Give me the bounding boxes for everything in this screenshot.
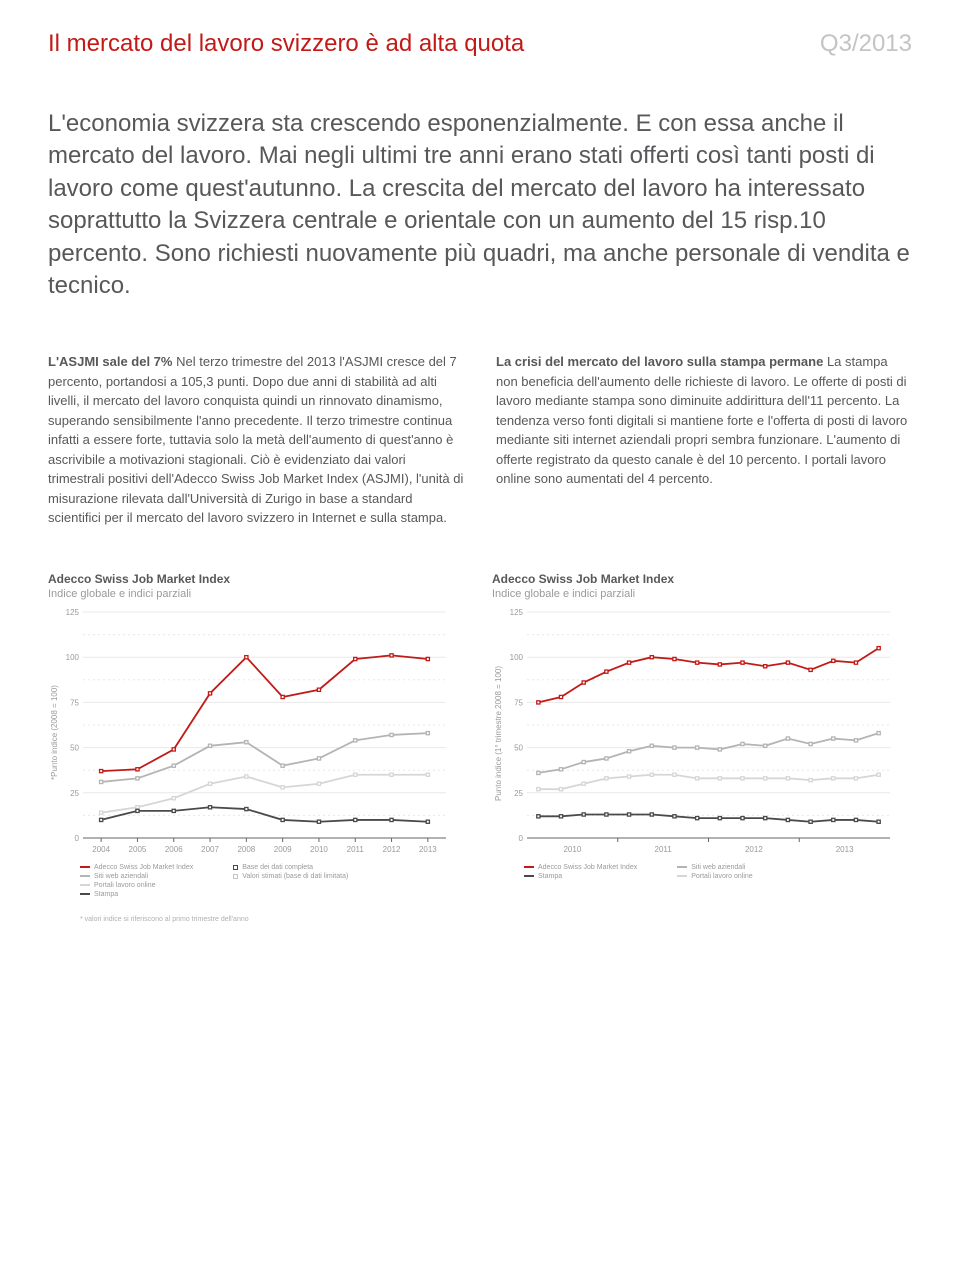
legend-label: Siti web aziendali (691, 864, 745, 871)
legend-swatch (80, 866, 90, 868)
svg-text:2012: 2012 (745, 845, 763, 854)
legend-label: Base dei dati completa (242, 864, 313, 871)
chart-1-title: Adecco Swiss Job Market Index (48, 572, 468, 586)
svg-text:2012: 2012 (383, 845, 401, 854)
svg-text:2013: 2013 (419, 845, 437, 854)
legend-item: Portali lavoro online (677, 873, 752, 880)
legend-item: Base dei dati completa (233, 864, 348, 871)
legend-swatch (524, 866, 534, 868)
left-subhead: L'ASJMI sale del 7% (48, 354, 172, 369)
legend-item: Siti web aziendali (677, 864, 752, 871)
svg-text:0: 0 (75, 834, 80, 843)
legend-swatch (677, 875, 687, 877)
body-columns: L'ASJMI sale del 7% Nel terzo trimestre … (48, 352, 912, 528)
svg-text:50: 50 (70, 743, 79, 752)
charts-row: Adecco Swiss Job Market Index Indice glo… (48, 572, 912, 923)
svg-text:2006: 2006 (165, 845, 183, 854)
legend-swatch (80, 893, 90, 895)
legend-swatch (80, 875, 90, 877)
legend-box (233, 874, 238, 879)
svg-text:0: 0 (519, 834, 524, 843)
left-column: L'ASJMI sale del 7% Nel terzo trimestre … (48, 352, 464, 528)
page-date: Q3/2013 (820, 30, 912, 58)
legend-item: Stampa (80, 891, 193, 898)
intro-paragraph: L'economia svizzera sta crescendo espone… (48, 108, 912, 302)
chart-1-legend: Adecco Swiss Job Market Index Siti web az… (48, 864, 468, 898)
page-header: Il mercato del lavoro svizzero è ad alta… (48, 30, 912, 58)
legend-item: Siti web aziendali (80, 873, 193, 880)
legend-label: Portali lavoro online (691, 873, 752, 880)
svg-text:75: 75 (514, 698, 523, 707)
legend-item: Adecco Swiss Job Market Index (80, 864, 193, 871)
legend-swatch (80, 884, 90, 886)
svg-text:125: 125 (510, 608, 524, 617)
chart-2: Adecco Swiss Job Market Index Indice glo… (492, 572, 912, 923)
chart-2-ylabel: Punto indice (1° trimestre 2008 = 100) (492, 608, 503, 858)
svg-text:25: 25 (70, 789, 79, 798)
svg-text:2004: 2004 (92, 845, 110, 854)
right-subhead: La crisi del mercato del lavoro sulla st… (496, 354, 823, 369)
left-body: Nel terzo trimestre del 2013 l'ASJMI cre… (48, 354, 463, 525)
svg-text:2008: 2008 (237, 845, 255, 854)
legend-swatch (524, 875, 534, 877)
legend-box (233, 865, 238, 870)
svg-text:2010: 2010 (563, 845, 581, 854)
legend-swatch (677, 866, 687, 868)
svg-text:2007: 2007 (201, 845, 219, 854)
legend-label: Valori stimati (base di dati limitata) (242, 873, 348, 880)
legend-item: Valori stimati (base di dati limitata) (233, 873, 348, 880)
chart-1-svg: 0 25 50 75 100 125 2004 2005 2006 2007 2008 2009 201… (59, 608, 468, 858)
legend-label: Adecco Swiss Job Market Index (538, 864, 637, 871)
svg-text:75: 75 (70, 698, 79, 707)
chart-2-legend: Adecco Swiss Job Market Index Stampa Siti … (492, 864, 912, 880)
svg-text:2011: 2011 (347, 845, 365, 854)
chart-1-footnote: * valori indice si riferiscono al primo … (48, 916, 468, 923)
svg-text:2010: 2010 (310, 845, 328, 854)
chart-1: Adecco Swiss Job Market Index Indice glo… (48, 572, 468, 923)
svg-text:2009: 2009 (274, 845, 292, 854)
chart-2-subtitle: Indice globale e indici parziali (492, 588, 912, 600)
legend-item: Portali lavoro online (80, 882, 193, 889)
svg-text:50: 50 (514, 743, 523, 752)
svg-text:2013: 2013 (836, 845, 854, 854)
legend-label: Stampa (538, 873, 562, 880)
legend-label: Adecco Swiss Job Market Index (94, 864, 193, 871)
legend-label: Portali lavoro online (94, 882, 155, 889)
legend-item: Stampa (524, 873, 637, 880)
svg-text:100: 100 (510, 653, 524, 662)
legend-label: Stampa (94, 891, 118, 898)
chart-1-ylabel: *Punto indice (2008 = 100) (48, 608, 59, 858)
chart-1-subtitle: Indice globale e indici parziali (48, 588, 468, 600)
legend-label: Siti web aziendali (94, 873, 148, 880)
svg-text:100: 100 (66, 653, 80, 662)
svg-text:2011: 2011 (655, 845, 673, 854)
svg-text:25: 25 (514, 789, 523, 798)
legend-item: Adecco Swiss Job Market Index (524, 864, 637, 871)
page-title: Il mercato del lavoro svizzero è ad alta… (48, 30, 524, 58)
right-column: La crisi del mercato del lavoro sulla st… (496, 352, 912, 528)
svg-text:125: 125 (66, 608, 80, 617)
svg-text:2005: 2005 (129, 845, 147, 854)
chart-2-title: Adecco Swiss Job Market Index (492, 572, 912, 586)
right-body: La stampa non beneficia dell'aumento del… (496, 354, 907, 486)
chart-2-svg: 0 25 50 75 100 125 2010 2011 2012 2013 (503, 608, 912, 858)
